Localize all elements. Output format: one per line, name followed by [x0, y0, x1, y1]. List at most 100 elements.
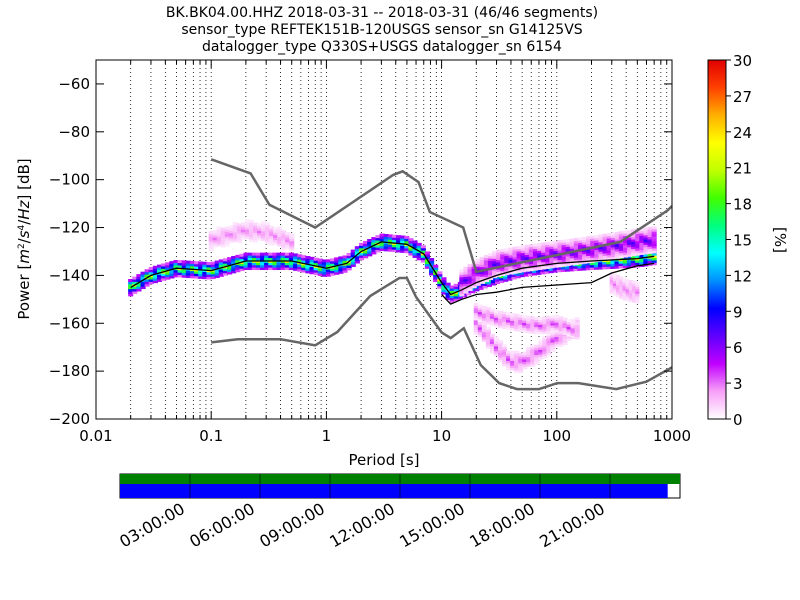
density-cell [626, 262, 632, 266]
density-cell [570, 330, 576, 334]
density-cell [132, 281, 138, 285]
density-cell [492, 263, 498, 267]
density-cell [140, 286, 146, 290]
density-cell [510, 353, 516, 357]
density-cell [635, 240, 641, 244]
density-cell [500, 251, 506, 255]
density-cell [280, 257, 286, 261]
density-cell [622, 287, 627, 291]
density-cell [497, 354, 503, 358]
density-cell [297, 266, 303, 270]
density-cell [232, 222, 238, 226]
density-cell [255, 267, 262, 271]
density-cell [582, 260, 588, 264]
density-cell [424, 263, 431, 267]
density-cell [222, 260, 229, 264]
colorbar-tick-label: 18 [733, 196, 752, 214]
density-cell [651, 252, 657, 256]
density-cell [532, 270, 538, 274]
density-cell [470, 287, 476, 291]
density-cell [586, 243, 592, 247]
plot-frame [95, 59, 673, 420]
density-cell [518, 369, 524, 373]
density-cell [602, 250, 608, 254]
density-cell [227, 271, 233, 275]
density-cell [558, 325, 564, 329]
density-cell [534, 326, 540, 330]
density-cell [614, 253, 620, 257]
density-cell [128, 288, 134, 292]
density-cell [261, 221, 267, 225]
density-cell [214, 272, 220, 276]
density-cell [514, 313, 520, 317]
density-cell [610, 244, 616, 248]
density-cell [334, 266, 340, 270]
density-cell [367, 253, 373, 257]
density-cell [520, 254, 526, 258]
density-cell [506, 324, 512, 328]
density-cell [467, 275, 473, 279]
density-cell [558, 336, 564, 340]
colorbar-tick-label: 24 [733, 124, 752, 142]
density-cell [541, 249, 547, 253]
density-cell [216, 226, 222, 230]
density-cell [214, 260, 220, 264]
density-cell [518, 367, 524, 371]
density-cell [618, 245, 624, 249]
density-cell [610, 246, 616, 250]
density-cell [537, 250, 543, 254]
density-cell [232, 224, 238, 228]
density-cell [518, 321, 524, 325]
density-cell [272, 257, 278, 261]
density-cell [515, 275, 521, 279]
density-cell [577, 251, 584, 255]
density-cell [554, 343, 560, 347]
density-cell [546, 323, 552, 327]
density-cell [518, 365, 524, 369]
density-cell [252, 229, 258, 233]
density-cell [471, 268, 477, 272]
density-cell [453, 286, 459, 290]
density-cell [429, 270, 435, 274]
density-cell [496, 254, 502, 258]
density-cell [574, 319, 580, 323]
density-cell [273, 237, 279, 241]
density-cell [309, 266, 315, 270]
density-cell [210, 264, 216, 268]
density-cell [530, 321, 536, 325]
density-cell [391, 239, 398, 243]
density-cell [532, 253, 539, 257]
density-cell [281, 242, 287, 246]
density-cell [479, 280, 485, 284]
density-cell [643, 249, 649, 253]
density-cell [177, 272, 183, 276]
density-cell [248, 238, 254, 242]
density-cell [609, 283, 614, 287]
density-cell [494, 281, 501, 285]
density-cell [518, 360, 524, 364]
density-cell [582, 258, 588, 262]
density-cell [214, 274, 220, 278]
density-cell [542, 330, 548, 334]
density-cell [569, 238, 575, 242]
density-cell [297, 263, 303, 267]
density-cell [497, 325, 503, 329]
density-cell [635, 238, 641, 242]
density-cell [542, 338, 548, 342]
density-cell [594, 239, 600, 243]
density-cell [647, 236, 653, 240]
density-cell [520, 269, 526, 273]
density-cell [606, 257, 612, 261]
density-cell [449, 287, 455, 291]
density-cell [236, 240, 242, 244]
density-cell [577, 261, 584, 265]
density-cell [459, 269, 465, 273]
density-cell [212, 239, 218, 243]
density-cell [247, 267, 253, 271]
density-cell [338, 256, 344, 260]
density-cell [537, 267, 543, 270]
density-cell [631, 250, 637, 254]
density-cell [530, 344, 536, 348]
density-cell [177, 274, 183, 278]
